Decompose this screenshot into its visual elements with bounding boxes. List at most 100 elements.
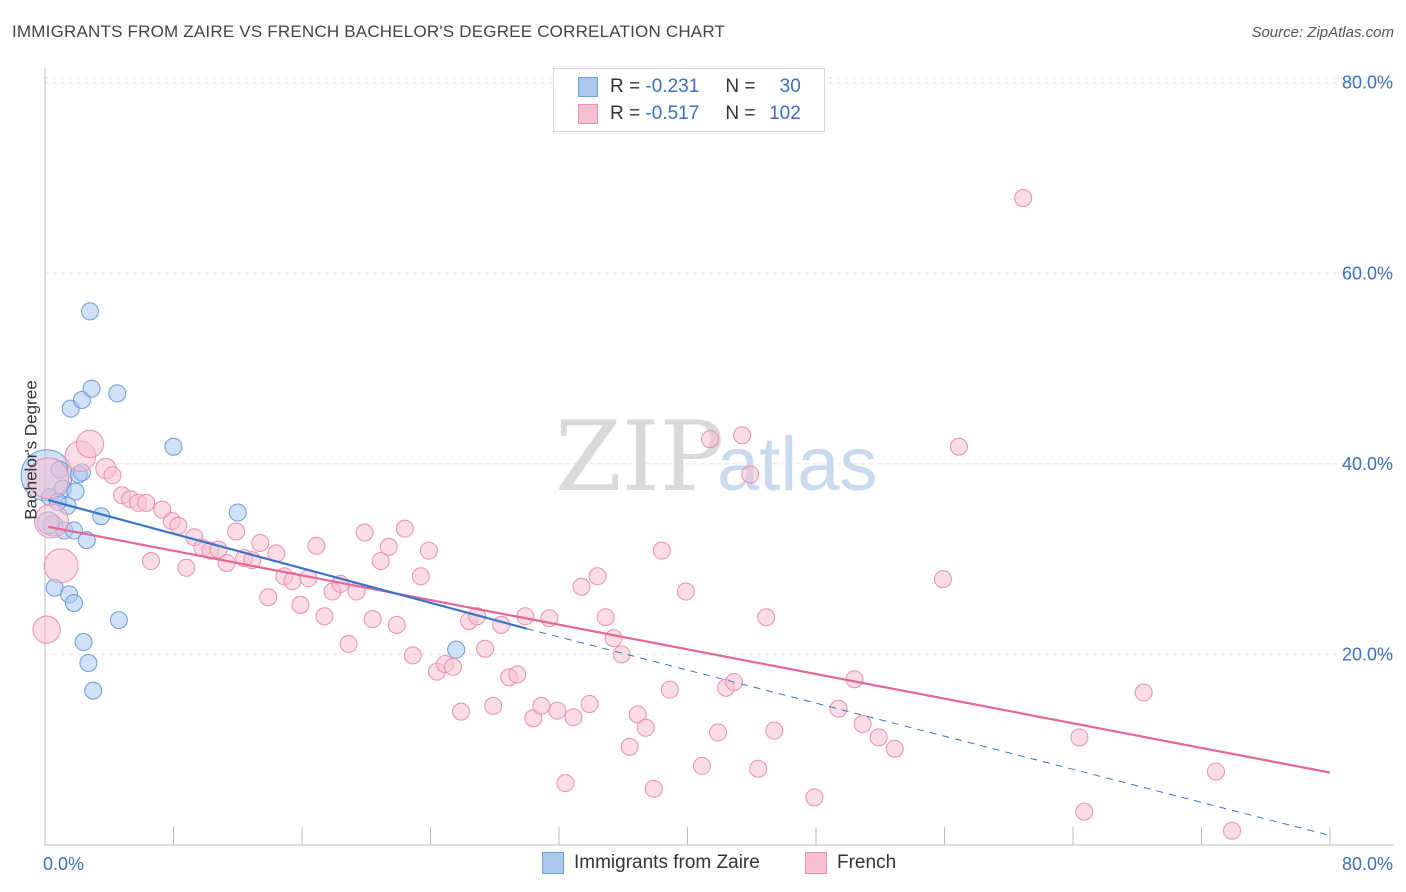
french-trend-line [48, 525, 1331, 774]
french-point-12 [142, 552, 161, 571]
french-point-97 [1070, 728, 1089, 747]
bottom-legend-swatch-zaire [542, 852, 564, 874]
french-point-68 [596, 608, 615, 627]
y-tick-label-2: 40.0% [1342, 454, 1393, 474]
bottom-legend-swatch-french [805, 852, 827, 874]
legend-n-value-french: 102 [769, 103, 801, 124]
french-point-95 [949, 437, 968, 456]
bottom-legend-label-zaire: Immigrants from Zaire [574, 852, 760, 873]
french-point-73 [636, 718, 655, 737]
french-point-62 [548, 701, 567, 720]
y-tick-label-1: 60.0% [1342, 263, 1393, 283]
french-point-40 [371, 552, 390, 571]
french-point-36 [339, 634, 358, 653]
french-point-50 [452, 702, 471, 721]
french-point-78 [692, 756, 711, 775]
french-point-42 [387, 615, 406, 634]
zaire-point-24 [109, 611, 128, 630]
legend-r-label: R = [610, 76, 641, 97]
zaire-point-25 [164, 437, 183, 456]
french-point-96 [1014, 189, 1033, 208]
legend-row-french: R = -0.517 N = 102 [578, 102, 801, 126]
french-point-45 [411, 567, 430, 586]
french-point-5 [75, 429, 105, 458]
zaire-trend-line [47, 499, 528, 630]
french-point-86 [757, 608, 776, 627]
zaire-point-27 [447, 640, 466, 659]
french-point-100 [1206, 762, 1225, 781]
zaire-point-18 [79, 654, 98, 673]
legend-n-value-zaire: 30 [779, 76, 801, 97]
french-point-77 [676, 582, 695, 601]
french-point-69 [604, 629, 623, 648]
french-point-71 [620, 737, 639, 756]
french-point-66 [580, 694, 599, 713]
french-point-98 [1075, 802, 1094, 821]
french-point-57 [508, 665, 527, 684]
french-point-79 [700, 430, 719, 449]
french-point-63 [556, 774, 575, 793]
correlation-legend: R = -0.231 N = 30 R = -0.517 N = 102 [553, 68, 825, 132]
french-point-33 [315, 607, 334, 626]
french-point-76 [660, 680, 679, 699]
french-point-1 [27, 457, 70, 500]
zaire-point-16 [74, 633, 93, 652]
watermark: ZIP atlas [555, 401, 878, 513]
french-point-44 [403, 646, 422, 665]
french-point-75 [652, 541, 671, 560]
french-point-72 [628, 705, 647, 724]
french-point-55 [492, 615, 511, 634]
series-zaire-points [20, 302, 466, 700]
french-point-85 [749, 759, 768, 778]
legend-swatch-french [578, 104, 598, 124]
french-point-84 [741, 465, 760, 484]
legend-swatch-zaire [578, 77, 598, 97]
legend-n-label: N = [725, 103, 756, 124]
y-axis-label: Bachelor's Degree [21, 380, 41, 520]
french-point-54 [484, 696, 503, 715]
french-point-65 [572, 577, 591, 596]
french-point-91 [853, 714, 872, 733]
french-point-64 [564, 708, 583, 727]
french-point-11 [137, 493, 156, 512]
french-point-49 [443, 657, 462, 676]
french-point-89 [829, 699, 848, 718]
zaire-point-20 [82, 379, 101, 398]
zaire-point-12 [66, 482, 85, 501]
french-point-22 [227, 522, 246, 541]
french-point-30 [291, 595, 310, 614]
french-point-92 [869, 728, 888, 747]
french-point-94 [933, 570, 952, 589]
bottom-legend-label-french: French [837, 852, 897, 873]
zaire-trend-extension [526, 628, 1331, 836]
grid [45, 77, 1393, 655]
french-point-83 [733, 426, 752, 445]
french-point-74 [644, 779, 663, 798]
french-point-101 [1223, 821, 1242, 840]
french-point-99 [1134, 683, 1153, 702]
french-point-60 [532, 696, 551, 715]
trend-lines [47, 499, 1331, 836]
french-point-41 [379, 537, 398, 556]
french-point-16 [177, 558, 196, 577]
zaire-point-26 [228, 503, 247, 522]
zaire-point-11 [64, 593, 83, 612]
french-point-67 [588, 567, 607, 586]
french-point-38 [355, 523, 374, 542]
zaire-point-21 [84, 681, 103, 700]
source-credit: Source: ZipAtlas.com [1251, 24, 1394, 41]
french-point-32 [307, 536, 326, 555]
legend-r-value-french: -0.517 [645, 103, 700, 124]
french-point-88 [805, 788, 824, 807]
legend-r-value-zaire: -0.231 [645, 76, 700, 97]
french-point-43 [395, 519, 414, 538]
y-tick-label-0: 80.0% [1342, 73, 1393, 93]
bottom-legend-french: French [805, 852, 896, 874]
chart-title: IMMIGRANTS FROM ZAIRE VS FRENCH BACHELOR… [12, 22, 726, 41]
zaire-point-23 [108, 384, 127, 403]
x-tick-label-0: 0.0% [43, 854, 84, 874]
legend-n-label: N = [725, 76, 756, 97]
zaire-point-19 [80, 302, 99, 321]
french-point-53 [476, 639, 495, 658]
french-point-87 [765, 721, 784, 740]
